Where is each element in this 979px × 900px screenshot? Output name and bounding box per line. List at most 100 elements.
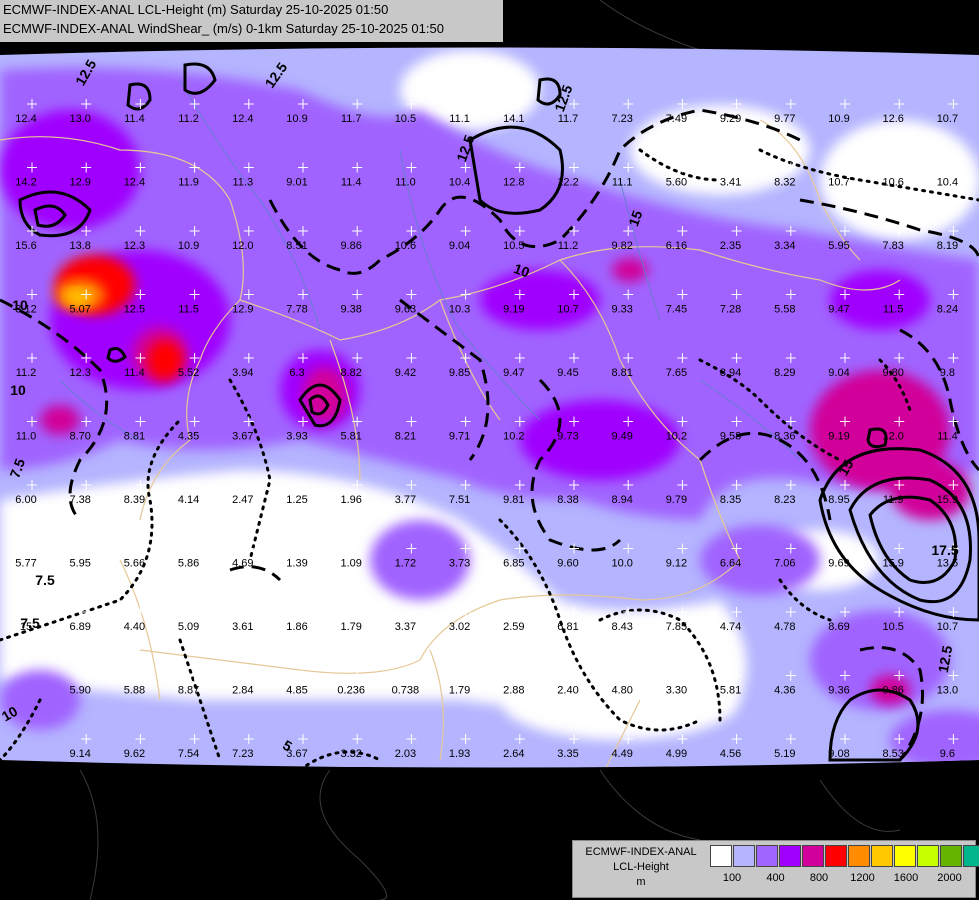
grid-cross [243,162,254,173]
value-label: 11.4 [124,367,145,379]
grid-cross [81,480,92,490]
contour-label: 10 [512,260,532,280]
grid-cross [569,353,579,363]
value-label: 9.62 [124,748,145,760]
grid-cross [81,543,92,554]
grid-cross [243,480,254,490]
value-label: 13.0 [937,685,958,697]
value-label: 9.08 [828,748,849,760]
contours-dashed [0,108,979,761]
contour-label: 15 [835,457,857,479]
grid-cross [352,670,363,681]
grid-cross [785,480,796,490]
value-label: 1.79 [340,621,361,633]
grid-cross [135,99,146,109]
value-label: 1.72 [395,558,416,570]
grid-cross [677,162,688,173]
grid-cross [569,416,579,427]
grid-cross [298,670,308,681]
grid-cross [894,607,905,617]
grid-cross [460,289,471,300]
value-label: 7.49 [666,113,687,125]
grid-cross [514,607,525,617]
value-label: 5.88 [124,685,145,697]
value-label: 12.4 [232,113,253,125]
grid-cross [785,543,796,554]
grid-cross [514,226,525,236]
grid-cross [785,99,796,109]
value-label: 9.45 [557,367,578,379]
value-label: 4.40 [124,621,145,633]
value-label: 9.04 [828,367,849,379]
value-label: 5.60 [666,177,687,189]
grid-cross [460,670,471,681]
value-label: 6.16 [666,240,687,252]
value-label: 9.33 [611,304,632,316]
grid-cross [189,226,200,236]
value-label: 7.06 [774,558,795,570]
grid-cross [569,734,579,744]
grid-cross [406,162,417,173]
value-label: 14.2 [15,177,36,189]
grid-cross [514,162,525,173]
legend-swatch [756,845,778,867]
legend-swatch [917,845,939,867]
value-label: 12.4 [15,113,36,125]
value-label: 13.0 [69,113,90,125]
value-label: 9.63 [395,304,416,316]
value-label: 8.81 [611,367,632,379]
grid-cross [623,162,634,173]
grid-cross [298,416,308,427]
grid-cross [731,670,742,681]
grid-cross [840,480,850,490]
grid-cross [677,670,688,681]
grid-cross [785,607,796,617]
value-label: 11.0 [395,177,416,189]
value-label: 9.19 [503,304,524,316]
grid-cross [135,226,146,236]
grid-cross [243,226,254,236]
value-label: 0.236 [337,685,365,697]
legend-ticks: 100 400 800 1200 1600 2000 [710,872,972,888]
legend-tick: 2000 [937,872,962,884]
value-label: 10.7 [937,113,958,125]
value-label: 9.47 [828,304,849,316]
value-label: 1.93 [449,748,470,760]
value-label: 4.14 [178,494,199,506]
value-label: 8.82 [340,367,361,379]
value-label: 10.2 [503,431,524,443]
grid-cross [731,226,742,236]
contour-label: 7.5 [35,572,55,588]
value-label: 8.81 [124,431,145,443]
contour-label: 10 [10,382,26,398]
value-label: 8.35 [720,494,741,506]
grid-cross [569,289,579,300]
value-label: 9.29 [720,113,741,125]
legend-tick: 100 [722,872,742,884]
grid-cross [298,289,308,300]
value-label: 8.24 [937,304,958,316]
value-label: 8.12 [15,304,36,316]
contours-solid [18,62,979,762]
grid-cross [894,226,905,236]
value-label: 5.77 [15,558,36,570]
grid-cross [81,416,92,427]
value-label: 2.40 [557,685,578,697]
grid-cross [948,734,959,744]
grid-cross [460,353,471,363]
value-label: 6.81 [557,621,578,633]
value-label: 9.86 [340,240,361,252]
legend-swatch [710,845,732,867]
contour-label: 7.5 [6,456,28,480]
grid-cross [352,607,363,617]
grid-cross [894,670,905,681]
contours-dotted [0,148,979,768]
grid-cross [514,99,525,109]
value-label: 4.99 [666,748,687,760]
grid-cross [569,543,579,554]
grid-cross [514,734,525,744]
value-label: 4.74 [720,621,741,633]
value-label: 7.45 [666,304,687,316]
value-label: 12.6 [882,113,903,125]
